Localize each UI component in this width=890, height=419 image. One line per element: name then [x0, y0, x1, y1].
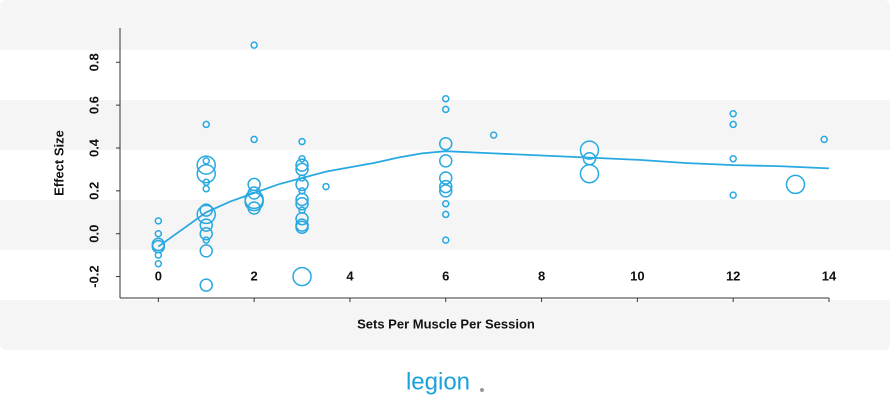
y-tick-label: 0.0 [86, 225, 101, 243]
bubble [154, 229, 163, 238]
y-tick-label: 0.2 [86, 182, 101, 200]
bubble [196, 163, 216, 184]
y-axis-label: Effect Size [51, 130, 66, 196]
bubble [489, 131, 498, 139]
bubble [439, 179, 453, 194]
bubble [729, 154, 737, 163]
y-tick-label: 0.8 [86, 53, 101, 71]
bubble [295, 211, 309, 226]
y-tick-label: 0.6 [86, 96, 101, 114]
bubble [729, 109, 737, 118]
y-tick-label: 0.4 [86, 138, 101, 157]
bubble [202, 157, 210, 165]
bubble [298, 154, 306, 163]
bubble [295, 192, 309, 207]
brand-logo: legion [406, 368, 470, 395]
bubble [154, 217, 163, 225]
x-tick-label: 10 [630, 268, 644, 283]
bubble [442, 236, 450, 244]
x-axis-label: Sets Per Muscle Per Session [357, 316, 535, 331]
bubble [202, 184, 210, 193]
bubble [196, 155, 216, 175]
bubble [579, 140, 600, 160]
x-tick-label: 6 [442, 268, 449, 283]
x-tick-label: 8 [538, 268, 545, 283]
bubble [295, 218, 309, 232]
bubble [295, 158, 309, 172]
bubble [729, 191, 737, 199]
x-tick-label: 4 [346, 268, 354, 283]
bubble [247, 201, 261, 215]
bubble [729, 120, 737, 129]
bubble [439, 136, 453, 151]
fit-line [157, 150, 830, 248]
bubble [199, 244, 213, 258]
bubble [785, 174, 806, 195]
bubble [298, 137, 306, 146]
y-tick-label: -0.2 [86, 265, 101, 287]
band [0, 250, 890, 300]
x-tick-label: 0 [155, 268, 162, 283]
bubble [439, 154, 453, 168]
bubble [199, 218, 213, 232]
bubble [439, 184, 453, 198]
band [0, 150, 890, 200]
x-tick-label: 14 [822, 268, 837, 283]
bubble [250, 41, 258, 49]
bubble [322, 182, 330, 191]
x-tick-label: 2 [251, 268, 258, 283]
bubble [442, 210, 450, 219]
bubble [442, 105, 450, 114]
bubble [196, 204, 216, 225]
bubble [579, 163, 600, 184]
bubble [442, 94, 450, 103]
bubble [292, 266, 312, 287]
bubble [154, 251, 163, 259]
bubble [199, 278, 213, 292]
brand-dot [480, 388, 484, 392]
bubble [295, 196, 309, 211]
bubble [154, 259, 163, 268]
bubble [820, 135, 828, 144]
bubble [199, 226, 213, 241]
band [0, 50, 890, 100]
bubble [202, 120, 210, 129]
bubble [442, 199, 450, 208]
bubble [439, 171, 453, 185]
x-tick-label: 12 [726, 268, 740, 283]
bubble [202, 236, 210, 244]
bubble [250, 135, 258, 144]
